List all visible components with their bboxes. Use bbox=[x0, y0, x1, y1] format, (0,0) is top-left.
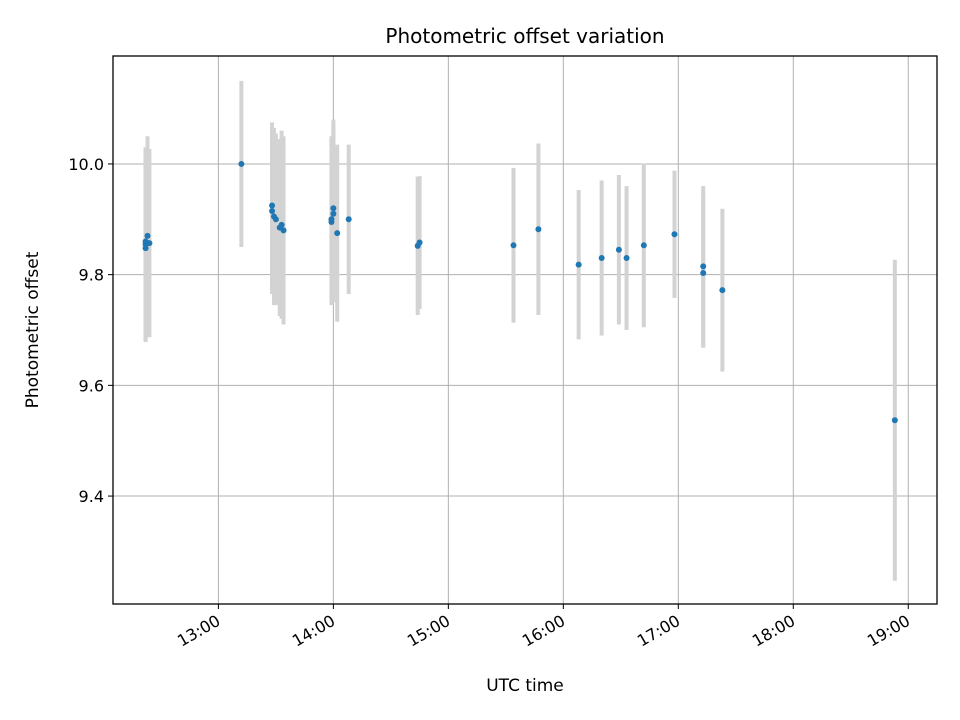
data-points bbox=[142, 160, 898, 424]
data-point bbox=[535, 226, 542, 233]
data-point bbox=[416, 239, 423, 246]
chart-title: Photometric offset variation bbox=[385, 24, 664, 48]
data-point bbox=[891, 417, 898, 424]
data-point bbox=[700, 263, 707, 270]
data-point bbox=[269, 202, 276, 209]
data-point bbox=[146, 240, 153, 247]
data-point bbox=[272, 216, 279, 223]
data-point bbox=[334, 230, 341, 237]
x-axis-title: UTC time bbox=[486, 676, 564, 696]
data-point bbox=[623, 255, 630, 262]
y-tick-label: 9.8 bbox=[79, 266, 104, 285]
y-axis-title: Photometric offset bbox=[23, 251, 43, 408]
y-tick-label: 9.4 bbox=[79, 487, 104, 506]
y-tick-label: 9.6 bbox=[79, 376, 104, 395]
data-point bbox=[671, 231, 678, 238]
data-point bbox=[615, 246, 622, 253]
data-point bbox=[700, 269, 707, 276]
data-point bbox=[640, 242, 647, 249]
data-point bbox=[330, 210, 337, 217]
data-point bbox=[575, 261, 582, 268]
data-point bbox=[269, 207, 276, 214]
data-point bbox=[328, 216, 335, 223]
data-point bbox=[144, 232, 151, 239]
y-tick-label: 10.0 bbox=[68, 155, 104, 174]
data-point bbox=[598, 255, 605, 262]
plot-area-frame bbox=[112, 55, 938, 605]
data-point bbox=[510, 242, 517, 249]
data-point bbox=[330, 205, 337, 212]
data-point bbox=[280, 227, 287, 234]
data-point bbox=[719, 287, 726, 294]
data-point bbox=[345, 216, 352, 223]
data-point bbox=[238, 160, 245, 167]
data-point bbox=[278, 221, 285, 228]
